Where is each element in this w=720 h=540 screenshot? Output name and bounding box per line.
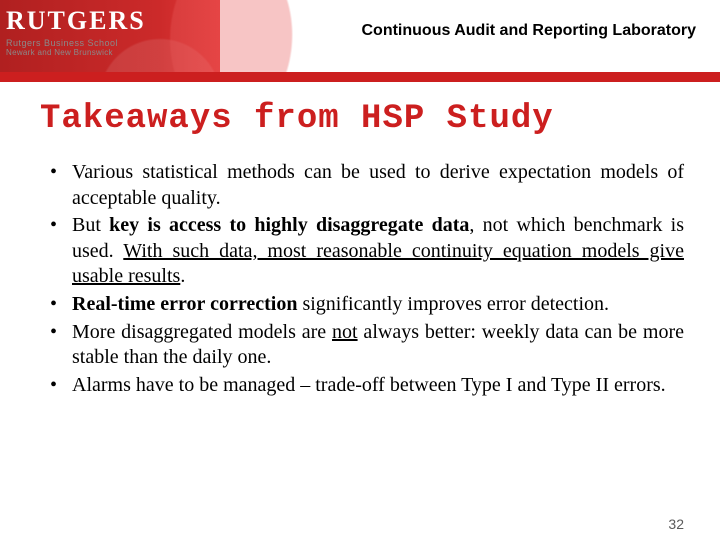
lab-title: Continuous Audit and Reporting Laborator… bbox=[362, 22, 697, 40]
bullet-item: But key is access to highly disaggregate… bbox=[44, 213, 684, 290]
logo-subtitle-2: Newark and New Brunswick bbox=[6, 48, 206, 57]
logo-wordmark: RUTGERS bbox=[6, 6, 206, 36]
bullet-item: Real-time error correction significantly… bbox=[44, 292, 684, 318]
rutgers-logo: RUTGERS Rutgers Business School Newark a… bbox=[6, 6, 206, 57]
page-number: 32 bbox=[668, 516, 684, 532]
bullet-list: Various statistical methods can be used … bbox=[44, 160, 684, 400]
divider-bar bbox=[0, 72, 720, 82]
slide-title: Takeaways from HSP Study bbox=[40, 100, 554, 138]
logo-subtitle-1: Rutgers Business School bbox=[6, 38, 206, 48]
bullets-ul: Various statistical methods can be used … bbox=[44, 160, 684, 398]
bullet-item: More disaggregated models are not always… bbox=[44, 320, 684, 371]
bullet-item: Various statistical methods can be used … bbox=[44, 160, 684, 211]
slide-root: RUTGERS Rutgers Business School Newark a… bbox=[0, 0, 720, 540]
bullet-item: Alarms have to be managed – trade-off be… bbox=[44, 373, 684, 399]
